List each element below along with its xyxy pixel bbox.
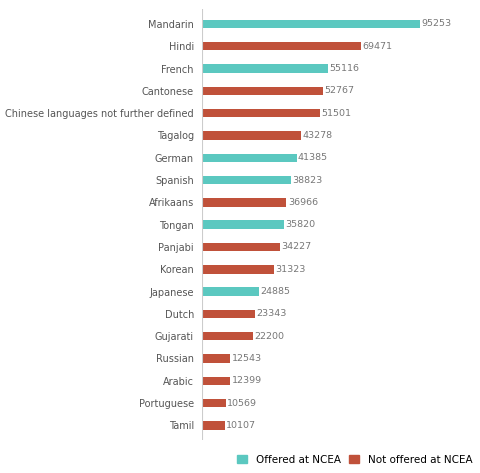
Bar [202, 243, 280, 251]
Bar [202, 20, 420, 28]
Text: 22200: 22200 [254, 332, 284, 341]
Bar [202, 399, 226, 407]
Text: 34227: 34227 [282, 243, 312, 252]
Legend: Offered at NCEA, Not offered at NCEA: Offered at NCEA, Not offered at NCEA [237, 455, 472, 465]
Bar [202, 287, 259, 296]
Text: 69471: 69471 [362, 42, 393, 51]
Bar [202, 87, 323, 95]
Bar [202, 154, 297, 162]
Text: 12543: 12543 [232, 354, 262, 363]
Text: 51501: 51501 [321, 109, 351, 118]
Bar [202, 310, 255, 318]
Text: 10107: 10107 [226, 421, 256, 430]
Text: 38823: 38823 [292, 175, 323, 184]
Bar [202, 42, 361, 51]
Bar [202, 220, 284, 229]
Bar [202, 198, 287, 207]
Bar [202, 176, 291, 184]
Text: 52767: 52767 [324, 87, 354, 96]
Text: 43278: 43278 [302, 131, 333, 140]
Bar [202, 354, 230, 363]
Bar [202, 131, 301, 140]
Bar [202, 377, 230, 385]
Text: 24885: 24885 [260, 287, 290, 296]
Text: 35820: 35820 [285, 220, 315, 229]
Text: 10569: 10569 [227, 399, 257, 408]
Text: 23343: 23343 [257, 309, 287, 318]
Bar [202, 64, 328, 73]
Text: 55116: 55116 [329, 64, 360, 73]
Bar [202, 109, 320, 117]
Text: 31323: 31323 [275, 265, 305, 274]
Text: 12399: 12399 [231, 377, 262, 385]
Text: 36966: 36966 [288, 198, 318, 207]
Bar [202, 332, 252, 341]
Text: 95253: 95253 [421, 19, 452, 28]
Bar [202, 421, 225, 429]
Text: 41385: 41385 [298, 153, 328, 162]
Bar [202, 265, 274, 273]
